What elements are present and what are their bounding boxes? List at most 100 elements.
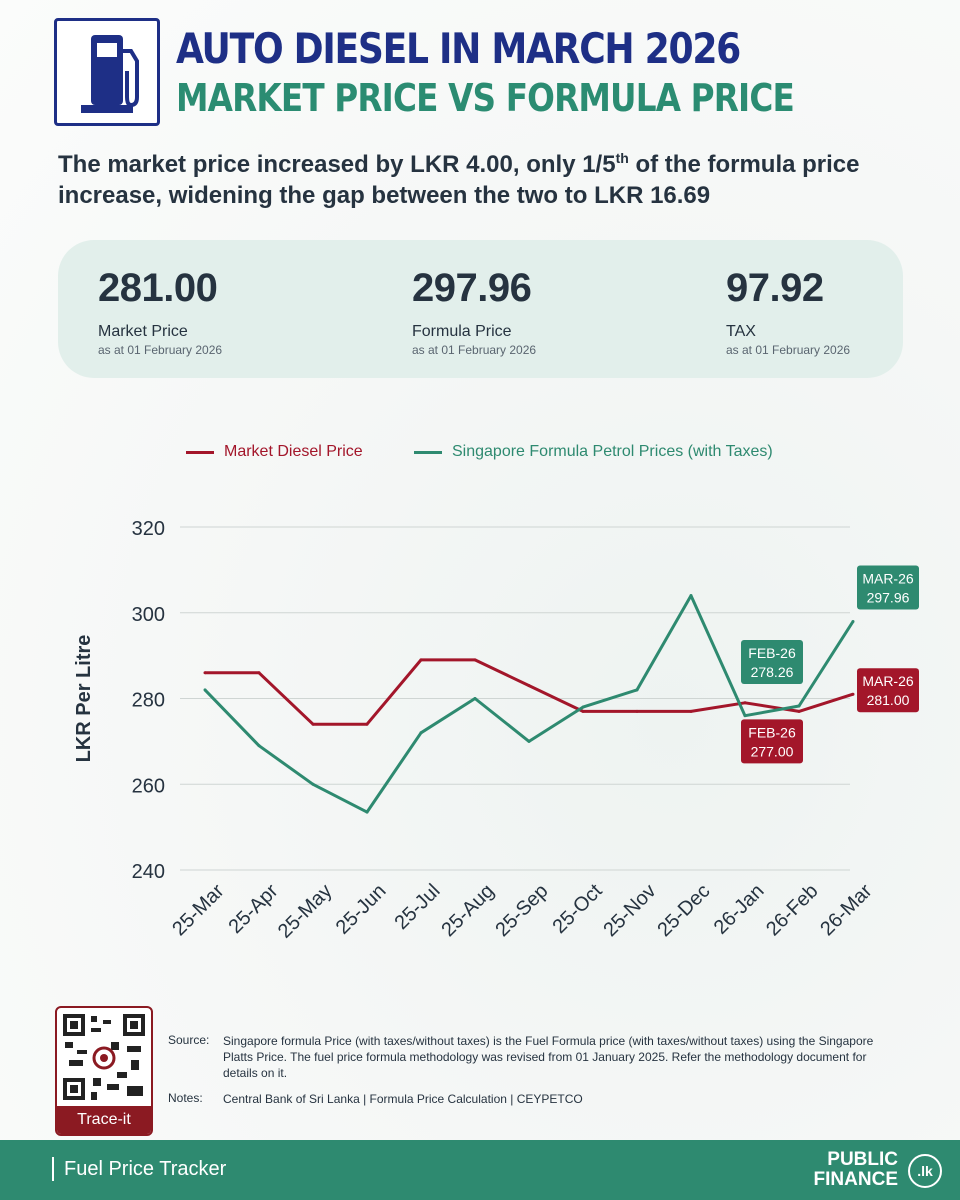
- data-point: [689, 594, 693, 598]
- stat-sub: as at 01 February 2026: [726, 343, 851, 357]
- footer-bar: Fuel Price Tracker PUBLIC FINANCE .lk: [0, 1140, 960, 1200]
- stat-label: TAX: [726, 323, 756, 340]
- data-label-box: [741, 719, 803, 764]
- headline-part1: The market price increased by LKR 4.00, …: [58, 151, 616, 178]
- x-tick-label: 25-Apr: [225, 880, 283, 938]
- legend-item-market: Market Diesel Price: [186, 443, 363, 461]
- data-point: [581, 709, 585, 713]
- y-tick-label: 320: [132, 518, 165, 540]
- stat-formula-price: 297.96 Formula Price as at 01 February 2…: [412, 266, 536, 357]
- data-point: [365, 722, 369, 726]
- x-tick-label: 25-Mar: [168, 880, 229, 941]
- page-subtitle: MARKET PRICE VS FORMULA PRICE: [176, 76, 795, 120]
- data-point: [257, 671, 261, 675]
- data-point: [689, 709, 693, 713]
- data-label-value: 281.00: [867, 692, 910, 708]
- data-label-month: FEB-26: [748, 724, 796, 740]
- headline: The market price increased by LKR 4.00, …: [58, 143, 918, 211]
- x-tick-label: 25-Nov: [599, 880, 660, 941]
- fuel-pump-icon: [54, 18, 160, 126]
- legend-label-market: Market Diesel Price: [224, 443, 363, 460]
- x-tick-label: 25-Aug: [437, 880, 498, 941]
- headline-sup: th: [615, 150, 629, 166]
- data-point: [851, 692, 855, 696]
- brand-line2: FINANCE: [813, 1169, 898, 1190]
- data-point: [473, 658, 477, 662]
- data-label-box: [857, 668, 919, 713]
- source-text: Singapore formula Price (with taxes/with…: [223, 1034, 874, 1080]
- headline-part2: of the formula price increase, widening …: [58, 151, 860, 209]
- y-tick-label: 300: [132, 604, 165, 626]
- x-tick-label: 26-Feb: [762, 880, 822, 940]
- x-tick-label: 25-Oct: [549, 880, 607, 938]
- source-notes: Source: Singapore formula Price (with ta…: [168, 1033, 898, 1117]
- data-point: [473, 697, 477, 700]
- data-point: [419, 731, 423, 735]
- y-tick-label: 280: [132, 690, 165, 712]
- y-tick-label: 240: [132, 861, 165, 883]
- line-chart: 240 260 280 300 320 LKR Per Litre 25-Mar25-Apr…: [73, 518, 919, 943]
- data-point: [419, 658, 423, 662]
- data-label-value: 297.96: [867, 589, 910, 605]
- data-point: [635, 709, 639, 713]
- source-key: Source:: [168, 1033, 210, 1047]
- data-point: [797, 704, 801, 708]
- data-label-month: FEB-26: [748, 645, 796, 661]
- x-tick-label: 26-Jan: [710, 880, 769, 939]
- stats-panel: 281.00 Market Price as at 01 February 20…: [58, 240, 903, 378]
- data-point: [851, 619, 855, 623]
- x-tick-label: 25-Dec: [653, 880, 714, 941]
- data-point: [743, 714, 747, 718]
- data-label-value: 277.00: [751, 743, 794, 759]
- stat-tax: 97.92 TAX as at 01 February 2026: [726, 266, 850, 357]
- data-point: [203, 671, 207, 675]
- data-point: [527, 739, 531, 743]
- data-point: [635, 688, 639, 692]
- data-point: [527, 684, 531, 688]
- legend-label-formula: Singapore Formula Petrol Prices (with Ta…: [452, 443, 773, 460]
- data-point: [581, 705, 585, 709]
- source-row: Source: Singapore formula Price (with ta…: [168, 1033, 898, 1081]
- notes-key: Notes:: [168, 1091, 203, 1105]
- brand-logo: PUBLIC FINANCE .lk: [813, 1149, 942, 1190]
- stat-value: 281.00: [98, 266, 218, 310]
- data-point: [203, 688, 207, 692]
- qr-label: Trace-it: [57, 1106, 151, 1134]
- legend-item-formula: Singapore Formula Petrol Prices (with Ta…: [414, 443, 773, 461]
- stat-sub: as at 01 February 2026: [412, 343, 537, 357]
- x-tick-label: 26-Mar: [816, 880, 877, 941]
- x-tick-label: 25-Sep: [491, 880, 552, 941]
- data-point: [257, 744, 261, 748]
- x-tick-label: 25-Jun: [332, 880, 391, 939]
- page-title: AUTO DIESEL IN MARCH 2026: [176, 24, 741, 73]
- data-point: [311, 782, 315, 786]
- stat-value: 97.92: [726, 266, 824, 310]
- stat-label: Market Price: [98, 323, 188, 340]
- data-label-month: MAR-26: [862, 673, 914, 689]
- notes-text: Central Bank of Sri Lanka | Formula Pric…: [223, 1092, 583, 1106]
- qr-code[interactable]: Trace-it: [55, 1006, 153, 1136]
- stat-market-price: 281.00 Market Price as at 01 February 20…: [98, 266, 222, 357]
- legend-swatch-market: [186, 450, 214, 454]
- data-label-box: [741, 639, 803, 684]
- data-point: [365, 810, 369, 814]
- x-tick-label: 25-May: [274, 880, 337, 943]
- data-label-box: [857, 565, 919, 610]
- header: AUTO DIESEL IN MARCH 2026 MARKET PRICE V…: [54, 18, 934, 128]
- qr-pattern-icon: [63, 1014, 145, 1100]
- stat-label: Formula Price: [412, 323, 512, 340]
- y-axis-label: LKR Per Litre: [73, 635, 95, 763]
- data-point: [797, 709, 801, 713]
- footer-tracker-label: Fuel Price Tracker: [52, 1157, 226, 1181]
- brand-badge: .lk: [908, 1154, 942, 1188]
- data-point: [743, 701, 747, 705]
- stat-sub: as at 01 February 2026: [98, 343, 223, 357]
- y-tick-label: 260: [132, 775, 165, 797]
- data-point: [311, 722, 315, 726]
- legend-swatch-formula: [414, 450, 442, 454]
- notes-row: Notes: Central Bank of Sri Lanka | Formu…: [168, 1091, 898, 1107]
- brand-line1: PUBLIC: [827, 1149, 898, 1170]
- data-label-month: MAR-26: [862, 570, 914, 586]
- data-label-value: 278.26: [751, 664, 794, 680]
- stat-value: 297.96: [412, 266, 532, 310]
